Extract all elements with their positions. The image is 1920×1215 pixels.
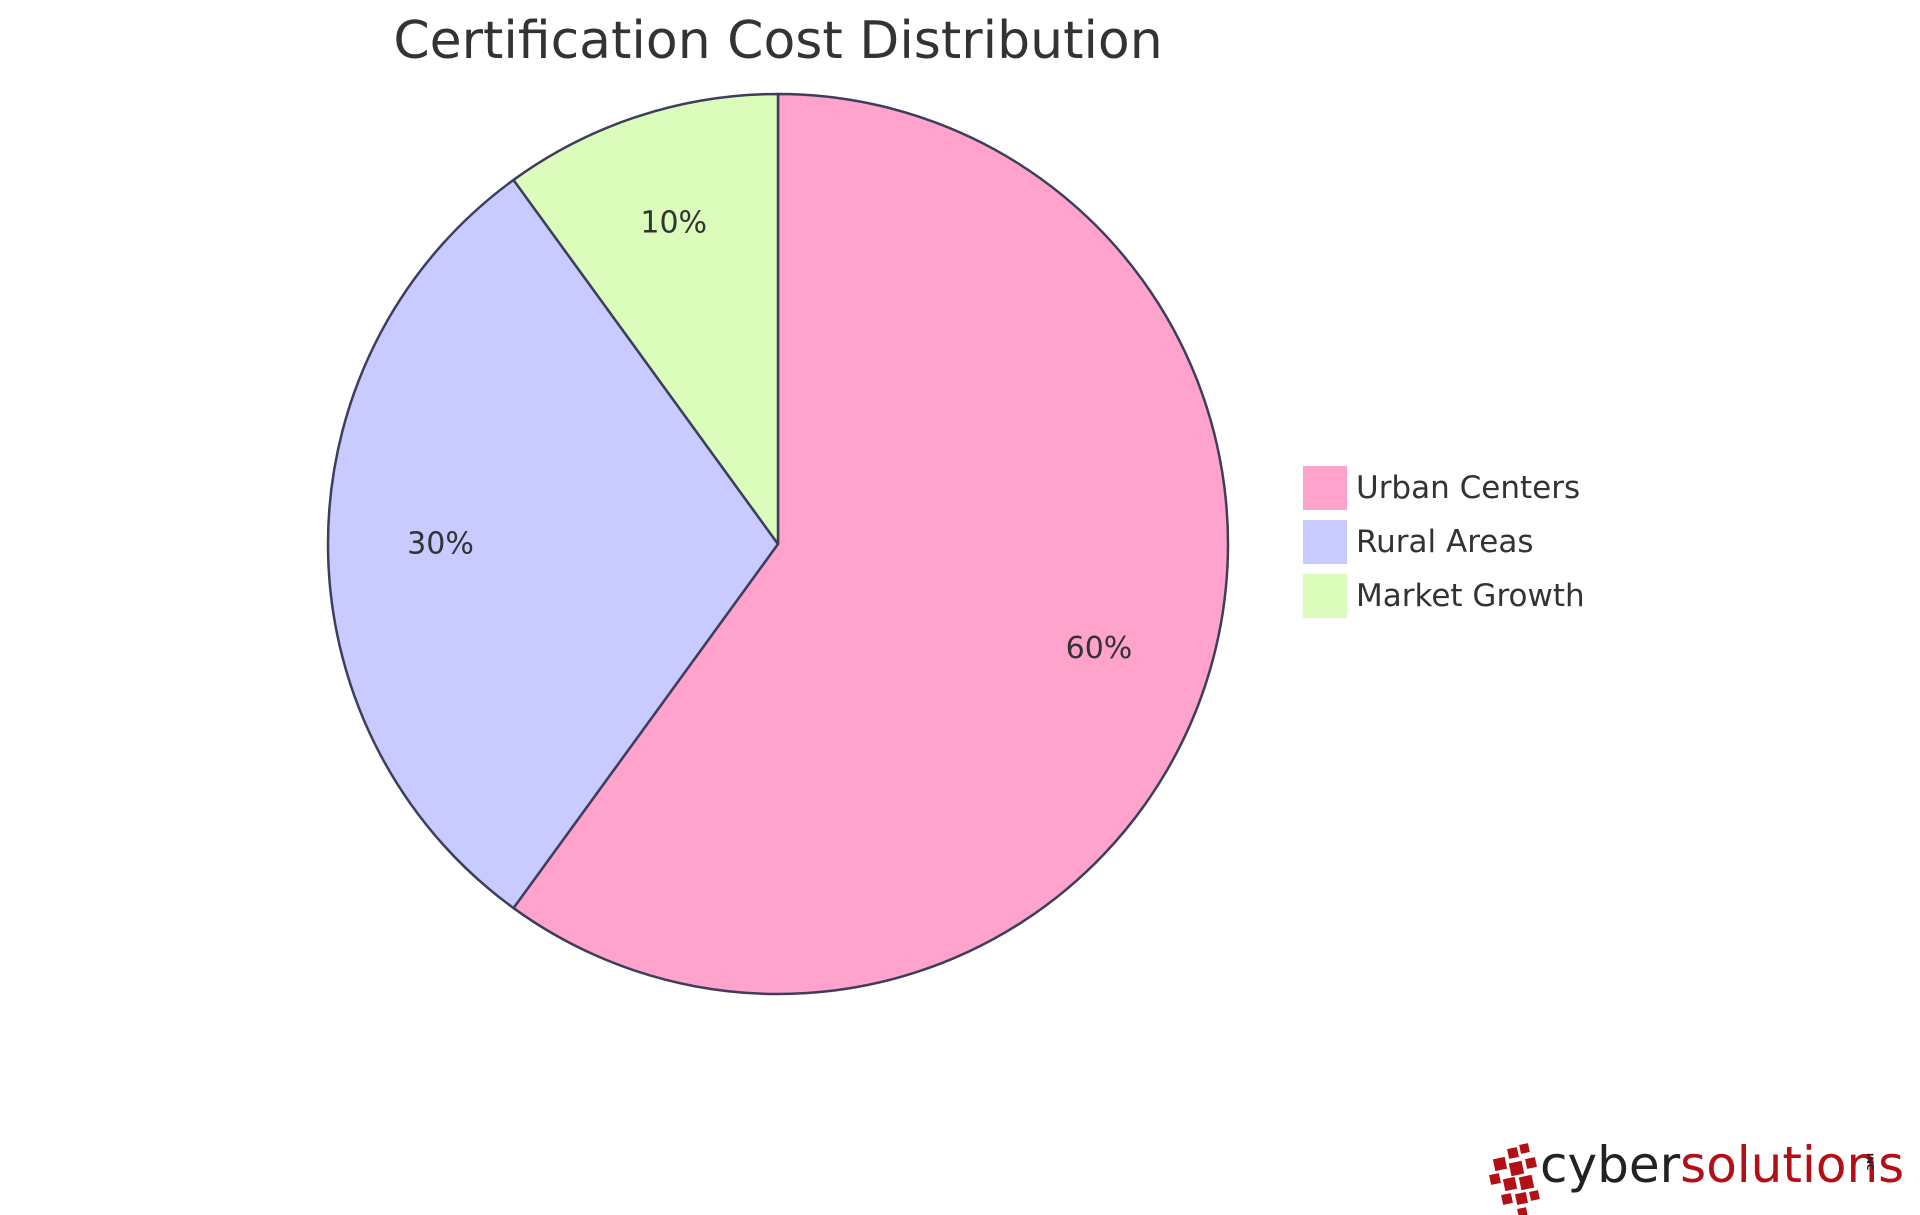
legend-swatch-urban-centers <box>1303 466 1347 510</box>
logo-mark-cell <box>1517 1207 1528 1215</box>
cybersolutions-logo: cybersolutions INC <box>1489 1136 1904 1215</box>
slice-label-market-growth: 10% <box>640 206 707 241</box>
logo-mark-cell <box>1525 1157 1537 1169</box>
logo-mark-cell <box>1508 1160 1525 1177</box>
chart-title: Certification Cost Distribution <box>393 11 1162 71</box>
logo-mark-cell <box>1529 1190 1540 1201</box>
logo-inc: INC <box>1864 1153 1874 1171</box>
logo-mark-cell <box>1507 1147 1519 1159</box>
logo-mark-cell <box>1519 1143 1530 1154</box>
pie-slice-urban-centers <box>512 92 1230 996</box>
logo-mark-cell <box>1502 1176 1518 1192</box>
legend-label-urban-centers: Urban Centers <box>1356 470 1580 506</box>
logo-mark-icon <box>1489 1143 1540 1215</box>
legend-label-market-growth: Market Growth <box>1356 578 1585 614</box>
logo-suffix: solutions <box>1680 1136 1904 1194</box>
logo-mark-cell <box>1518 1174 1535 1191</box>
pie-slice-market-growth <box>512 92 780 546</box>
legend-swatch-rural-areas <box>1303 520 1347 564</box>
legend-label-rural-areas: Rural Areas <box>1356 524 1534 560</box>
pie-slice-rural-areas <box>326 178 780 910</box>
logo-mark-cell <box>1492 1156 1508 1172</box>
logo-mark-cell <box>1489 1173 1501 1185</box>
logo-mark-cell <box>1501 1193 1513 1205</box>
legend: Urban Centers Rural Areas Market Growth <box>1303 466 1585 618</box>
slice-labels: 60% 30% 10% <box>407 206 1132 666</box>
slice-label-urban-centers: 60% <box>1066 631 1133 666</box>
slice-label-rural-areas: 30% <box>407 527 474 562</box>
legend-swatch-market-growth <box>1303 574 1347 618</box>
pie <box>326 92 1230 996</box>
logo-wordmark: cybersolutions <box>1540 1136 1904 1194</box>
logo-prefix: cyber <box>1540 1136 1681 1194</box>
logo-mark-cell <box>1514 1191 1529 1206</box>
